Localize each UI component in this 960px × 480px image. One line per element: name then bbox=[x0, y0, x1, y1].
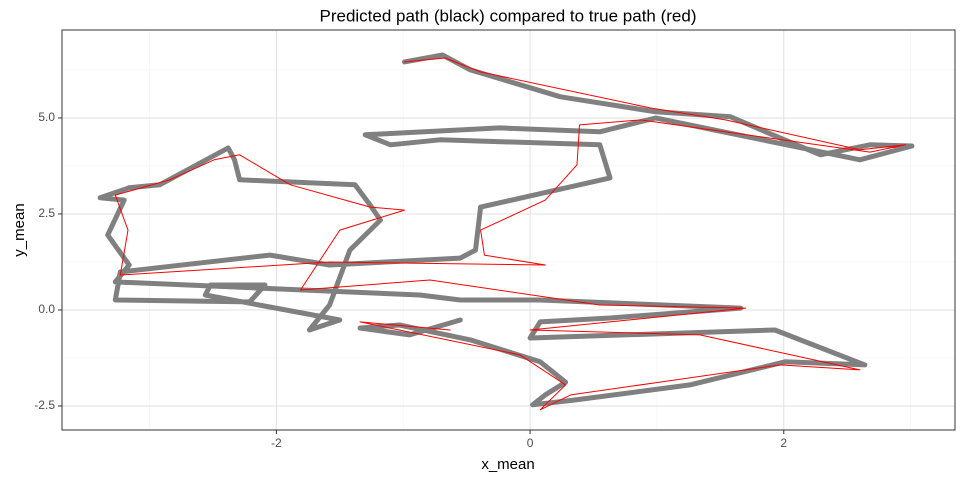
x-tick-label: 0 bbox=[527, 436, 534, 450]
y-tick-label: 2.5 bbox=[38, 206, 55, 220]
x-tick-label: 2 bbox=[780, 436, 787, 450]
panel-border bbox=[61, 29, 956, 431]
y-tick-label: -2.5 bbox=[34, 398, 55, 412]
series-path bbox=[114, 57, 906, 411]
x-tick-label: -2 bbox=[271, 436, 282, 450]
chart-title: Predicted path (black) compared to true … bbox=[319, 6, 696, 25]
y-tick-label: 0.0 bbox=[38, 302, 55, 316]
x-axis-title: x_mean bbox=[481, 456, 534, 473]
y-axis-title: y_mean bbox=[11, 203, 28, 256]
y-tick-label: 5.0 bbox=[38, 110, 55, 124]
